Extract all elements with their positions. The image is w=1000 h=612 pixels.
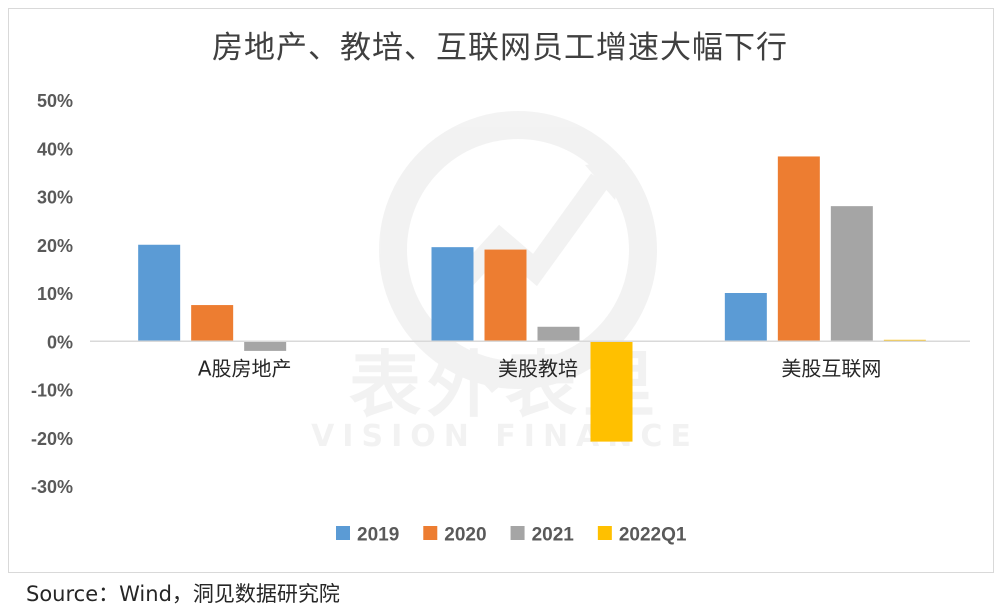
legend-label-2022Q1: 2022Q1 (619, 525, 687, 546)
bar-2021-0 (244, 341, 287, 351)
category-labels: A股房地产 美股教培 美股互联网 (198, 356, 882, 380)
bar-2019-1 (431, 247, 474, 342)
bar-2021-1 (537, 326, 580, 342)
y-tick-label: 30% (37, 188, 73, 208)
bar-2021-2 (830, 206, 873, 342)
category-label: 美股教培 (498, 356, 578, 380)
legend: 2019 2020 2021 2022Q1 (336, 525, 687, 546)
legend-swatch-2020 (423, 526, 438, 540)
bar-2020-2 (777, 156, 820, 342)
legend-swatch-2022Q1 (597, 526, 612, 540)
y-tick-label: 0% (47, 332, 73, 352)
bar-2019-2 (724, 293, 767, 342)
chart-title: 房地产、教培、互联网员工增速大幅下行 (212, 30, 788, 66)
bar-2020-1 (484, 249, 527, 342)
source-note: Source：Wind，洞见数据研究院 (26, 582, 340, 606)
legend-swatch-2019 (336, 526, 350, 540)
y-tick-label: -10% (31, 381, 73, 401)
bar-2020-0 (191, 305, 234, 342)
watermark-en-text: VISION FINANCE (311, 419, 699, 454)
bar-2019-0 (138, 244, 181, 342)
legend-swatch-2021 (510, 526, 525, 540)
y-tick-label: 50% (37, 91, 73, 111)
watermark-arrowhead-icon (585, 160, 625, 200)
category-label: 美股互联网 (781, 356, 881, 380)
y-tick-label: -20% (31, 429, 73, 449)
bar-2022Q1-1 (590, 341, 633, 442)
legend-label-2020: 2020 (444, 525, 486, 546)
y-axis: 50% 40% 30% 20% 10% 0% -10% -20% -30% (31, 91, 73, 497)
legend-label-2019: 2019 (357, 525, 399, 546)
y-tick-label: 40% (37, 139, 73, 159)
watermark-ring-icon (379, 111, 657, 389)
category-label: A股房地产 (198, 356, 292, 380)
y-tick-label: 10% (37, 284, 73, 304)
y-tick-label: -30% (31, 477, 73, 497)
legend-label-2021: 2021 (532, 525, 575, 546)
y-tick-label: 20% (37, 236, 73, 256)
bars (138, 156, 926, 442)
